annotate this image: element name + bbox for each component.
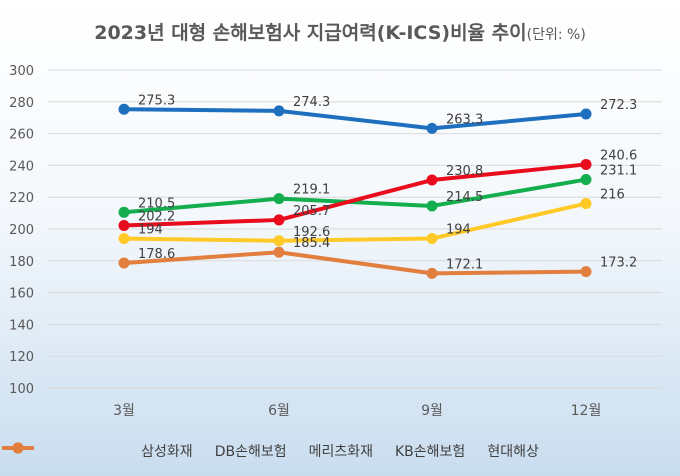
data-label: 173.2 [600,256,637,271]
data-point [426,122,438,134]
series-group [118,198,592,247]
series-line [122,177,588,215]
y-tick-label: 260 [9,128,34,143]
grid-lines: 100 120 140 160 180 200 220 240 260 280 300 [9,64,662,397]
data-label: 194 [446,223,471,238]
data-label: 214.5 [446,190,483,205]
legend-label: KB손해보험 [395,444,466,460]
y-tick-label: 220 [9,191,34,206]
series-line [122,250,588,276]
data-label: 172.1 [446,257,483,272]
data-point [273,193,285,205]
data-point [426,174,438,186]
legend-label: 메리츠화재 [308,444,373,460]
data-label: 275.3 [138,93,175,108]
legend-label: 삼성화재 [141,444,193,460]
x-tick-label: 12월 [571,403,602,419]
series-group [118,246,592,279]
y-tick-label: 200 [9,223,34,238]
data-label: 194 [138,223,163,238]
legend-item: DB손해보험 [2,441,287,461]
y-tick-label: 180 [9,255,34,270]
data-point [580,198,592,210]
series-group [118,158,592,232]
data-label: 230.8 [446,164,483,179]
data-label: 210.5 [138,196,175,211]
series-line [122,162,588,228]
data-label: 263.3 [446,112,483,127]
data-point [426,267,438,279]
y-tick-label: 140 [9,318,34,333]
chart-legend: 삼성화재 DB손해보험 메리츠화재 KB손해보험 현대해상 [0,441,680,461]
data-point [118,206,130,218]
data-point [580,108,592,120]
data-point [118,220,130,232]
data-point [426,200,438,212]
data-point [118,103,130,115]
x-tick-label: 3월 [113,403,135,419]
legend-swatch-marker [12,442,24,454]
series-line [122,107,588,131]
data-label: 240.6 [600,148,637,163]
data-point [426,233,438,245]
chart-title-main: 2023년 대형 손해보험사 지급여력(K-ICS)비율 추이 [94,22,527,44]
data-label: 185.4 [293,236,330,251]
data-label: 178.6 [138,247,175,262]
data-point [580,158,592,170]
legend-label: 현대해상 [487,444,539,460]
y-tick-label: 160 [9,287,34,302]
data-point [273,235,285,247]
data-point [118,233,130,245]
y-tick-label: 280 [9,96,34,111]
data-label: 205.7 [293,204,330,219]
data-label: 192.6 [293,225,330,240]
data-point [273,214,285,226]
data-point [273,246,285,258]
legend-item: KB손해보험 [2,441,466,461]
data-label: 231.1 [600,164,637,179]
x-tick-label: 6월 [268,403,290,419]
x-tick-label: 9월 [421,403,443,419]
y-tick-label: 120 [9,350,34,365]
series-group [118,103,592,134]
data-label: 219.1 [293,183,330,198]
data-point [118,257,130,269]
series-group [118,174,592,218]
chart-unit-note: (단위: %) [526,27,586,43]
legend-item: 현대해상 [2,441,539,461]
y-tick-label: 100 [9,382,34,397]
y-tick-label: 240 [9,159,34,174]
data-point [580,174,592,186]
chart-title: 2023년 대형 손해보험사 지급여력(K-ICS)비율 추이(단위: %) [0,18,680,45]
data-label: 202.2 [138,210,175,225]
data-label: 272.3 [600,98,637,113]
legend-label: DB손해보험 [214,444,287,460]
legend-item: 메리츠화재 [2,441,373,461]
data-label: 274.3 [293,95,330,110]
legend-swatch [2,442,34,454]
data-point [273,105,285,117]
y-tick-label: 300 [9,64,34,79]
legend-item: 삼성화재 [2,441,193,461]
data-label: 216 [600,188,625,203]
series-line [122,201,588,243]
data-point [580,266,592,278]
